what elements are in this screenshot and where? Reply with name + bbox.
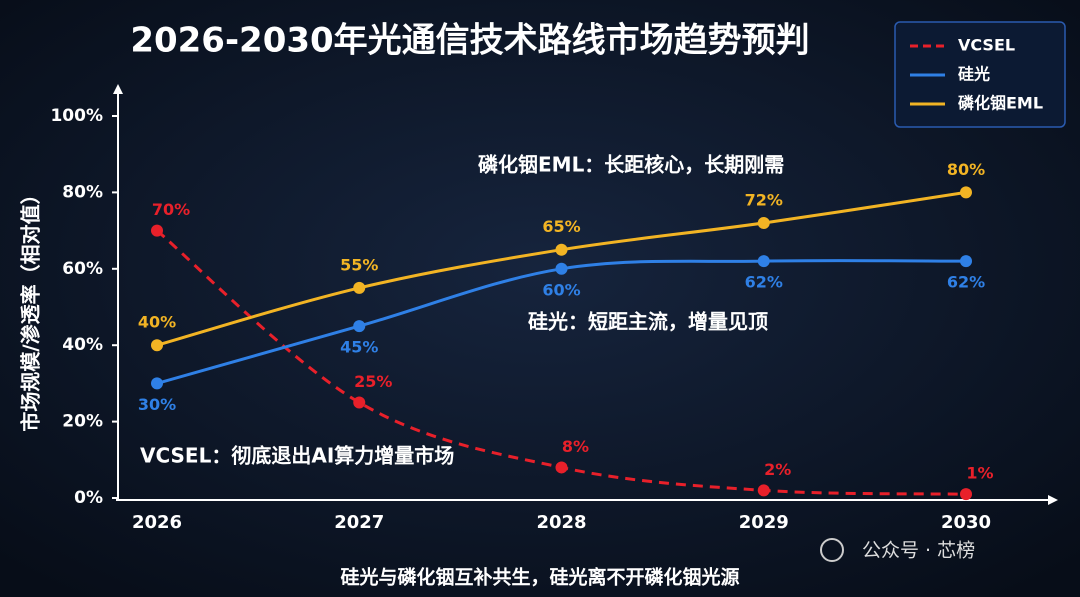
data-point — [151, 339, 163, 352]
value-label: 62% — [745, 273, 783, 292]
value-label: 80% — [947, 160, 985, 179]
value-label: 72% — [745, 190, 783, 209]
legend-label: VCSEL — [958, 36, 1015, 55]
annotation: VCSEL：彻底退出AI算力增量市场 — [140, 444, 454, 468]
data-point — [555, 262, 568, 275]
legend-label: 磷化铟EML — [958, 94, 1043, 113]
y-tick-label: 20% — [62, 412, 103, 432]
value-label: 70% — [152, 200, 190, 219]
value-label: 65% — [542, 217, 580, 236]
y-axis-label: 市场规模/渗透率（相对值） — [19, 184, 43, 431]
data-point — [353, 320, 366, 333]
y-tick-label: 0% — [74, 488, 103, 508]
data-point — [151, 377, 163, 390]
legend-label: 硅光 — [958, 65, 990, 84]
data-point — [151, 224, 163, 237]
value-label: 45% — [340, 338, 378, 357]
y-tick-label: 100% — [50, 106, 103, 126]
data-point — [757, 216, 770, 229]
value-label: 62% — [947, 273, 985, 292]
value-label: 2% — [764, 460, 791, 479]
x-axis-arrow — [1048, 495, 1058, 505]
footer: 硅光与磷化铟互补共生，硅光离不开磷化铟光源 — [340, 566, 739, 589]
x-tick-label: 2029 — [739, 512, 789, 533]
value-label: 55% — [340, 255, 378, 274]
annotation: 硅光：短距主流，增量见顶 — [528, 310, 768, 334]
y-tick-label: 80% — [62, 182, 103, 202]
x-tick-label: 2028 — [536, 512, 586, 533]
data-point — [960, 255, 972, 268]
data-point — [555, 243, 568, 256]
value-label: 25% — [354, 372, 392, 391]
value-label: 40% — [138, 313, 176, 332]
x-tick-label: 2026 — [132, 512, 182, 533]
data-point — [555, 461, 568, 474]
y-axis-arrow — [113, 84, 123, 94]
x-tick-label: 2027 — [334, 512, 384, 533]
value-label: 8% — [562, 437, 589, 456]
data-point — [353, 396, 366, 409]
watermark: 公众号 · 芯榜 — [862, 540, 975, 562]
chart-title: 2026-2030年光通信技术路线市场趋势预判 — [130, 21, 809, 61]
data-point — [960, 488, 972, 501]
data-point — [757, 255, 770, 268]
legend-box — [894, 21, 1066, 128]
value-label: 30% — [138, 395, 176, 414]
data-point — [353, 281, 366, 294]
x-tick-label: 2030 — [941, 512, 991, 533]
data-point — [960, 186, 972, 199]
y-tick-label: 60% — [62, 259, 103, 279]
data-point — [757, 484, 770, 497]
y-tick-label: 40% — [62, 335, 103, 355]
value-label: 60% — [542, 280, 580, 299]
value-label: 1% — [966, 464, 993, 483]
watermark-icon — [820, 538, 844, 562]
annotation: 磷化铟EML：长距核心，长期刚需 — [478, 153, 784, 177]
